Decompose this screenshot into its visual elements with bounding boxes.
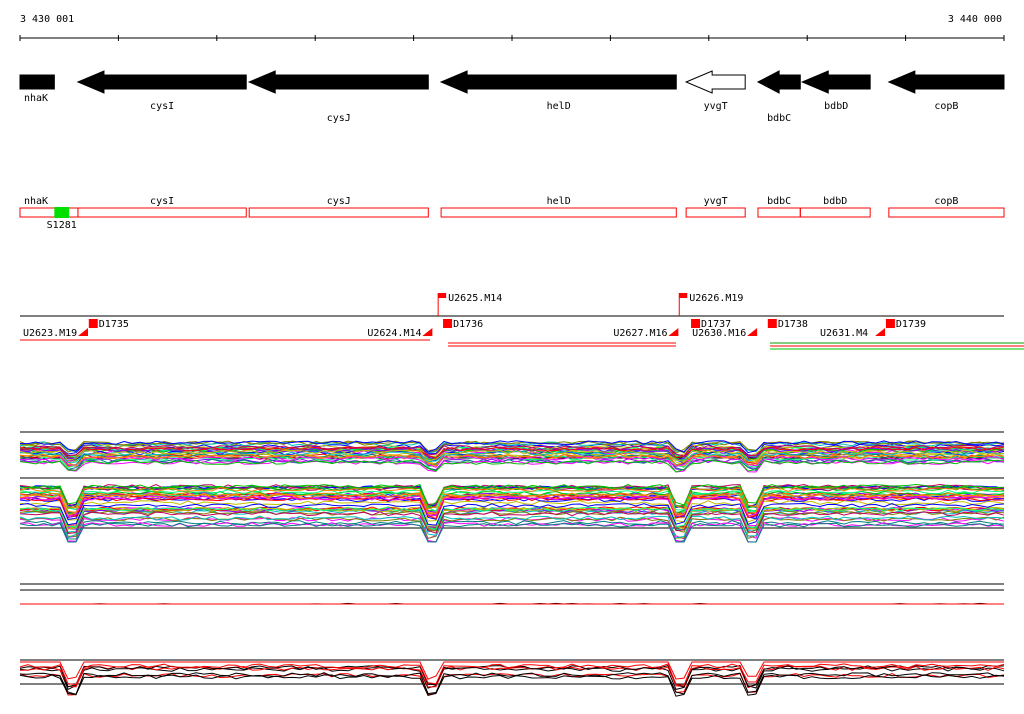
annotation-box-bdbD[interactable] [799,207,871,218]
annotation-label-nhaK: nhaK [24,196,48,207]
transcript-label: U2626.M19 [689,293,743,304]
transcript-label: D1738 [778,319,808,330]
transcript-marker[interactable] [78,328,88,336]
profile-series [19,449,1005,463]
annotation-box-copB[interactable] [888,207,1005,218]
gene-arrow-yvgT[interactable] [684,70,746,94]
profile-series [19,674,1005,697]
transcript-marker[interactable] [88,319,98,328]
annotation-box-yvgT[interactable] [685,207,746,218]
gene-annotation-track[interactable]: nhaK cysI cysJ helD yvgT bdbC bdbD copB S1281 [19,196,1005,231]
gene-arrow-cysI[interactable] [76,70,247,94]
gene-label-nhaK: nhaK [24,93,48,104]
transcript-label: U2624.M14 [367,328,421,339]
profile-series [19,506,1005,530]
gene-label-yvgT: yvgT [704,101,728,112]
gene-arrow-bdbD[interactable] [800,70,871,94]
profile-series [19,495,1005,519]
profile-series [19,453,1005,467]
profile-series [19,502,1005,526]
profile-series [19,441,1005,454]
feature-s1281[interactable] [54,207,70,218]
transcript-label: D1735 [99,319,129,330]
transcript-label: U2625.M14 [448,293,502,304]
profile-series [19,452,1005,466]
profile-series [19,516,1005,540]
annotation-box-bdbC[interactable] [757,207,801,218]
gene-label-cysJ: cysJ [327,113,351,124]
profile-series [19,672,1005,695]
profile-series [19,458,1004,471]
transcript-marker[interactable] [438,293,447,298]
transcript-label: U2631.M4 [820,328,868,339]
ruler-start-label: 3 430 001 [20,14,74,25]
annotation-box-nhaK[interactable] [19,207,79,218]
gene-arrow-cysJ[interactable] [247,70,429,94]
annotation-box-cysI[interactable] [77,207,247,218]
annotation-box-cysJ[interactable] [248,207,429,218]
profile-series [19,510,1005,534]
expression-profiles [19,431,1005,697]
profile-series [19,487,1005,510]
transcript-label: U2630.M16 [692,328,746,339]
annotation-label-cysI: cysI [150,196,174,207]
profile-series [19,500,1005,523]
profile-series [19,455,1005,468]
profile-series [19,515,1005,539]
profile-series [19,492,1005,516]
transcript-track[interactable]: U2623.M19 D1735 U2624.M14 U2625.M14 D1736 U26… [20,293,1024,350]
profile-series [19,459,1005,473]
profile-series [19,663,1005,686]
profile-series [19,483,1005,508]
annotation-label-bdbC: bdbC [767,196,791,207]
transcript-marker[interactable] [747,328,758,336]
profile-series [19,493,1005,516]
profile-series [19,483,1005,507]
profile-series [19,522,1005,543]
gene-arrow-bdbC[interactable] [756,70,801,94]
gene-arrow-nhaK[interactable] [19,74,55,90]
ruler-end-label: 3 440 000 [948,14,1002,25]
profile-series [19,489,1005,512]
profile-series [20,661,1004,680]
gene-arrow-helD[interactable] [439,70,677,94]
profile-series [19,495,1005,517]
gene-label-helD: helD [547,101,571,112]
feature-label-s1281: S1281 [47,220,77,231]
profile-series [19,520,1005,543]
transcript-label: U2627.M16 [613,328,667,339]
transcript-label: D1737 [701,319,731,330]
transcript-marker[interactable] [422,328,433,336]
annotation-box-helD[interactable] [440,207,677,218]
profile-series [19,511,1005,535]
transcript-label: U2623.M19 [23,328,77,339]
coordinate-ruler: 3 430 001 3 440 000 [19,14,1005,41]
profile-series [19,440,1005,454]
transcript-marker[interactable] [885,319,895,328]
transcript-marker[interactable] [443,319,453,328]
transcript-marker[interactable] [875,328,886,336]
transcript-marker[interactable] [668,328,679,336]
ruler-ticks [19,35,1005,41]
profile-series [19,459,1005,473]
profile-series [19,445,1005,457]
gene-label-cysI: cysI [150,101,174,112]
transcript-label: D1736 [453,319,483,330]
gene-arrows-track[interactable]: nhaK cysI cysJ helD yvgT bdbC bdbD copB [19,70,1005,124]
transcript-marker[interactable] [691,319,701,328]
annotation-label-yvgT: yvgT [704,196,728,207]
annotation-label-cysJ: cysJ [327,196,351,207]
gene-label-bdbC: bdbC [767,113,791,124]
annotation-label-copB: copB [934,196,958,207]
gene-arrow-copB[interactable] [887,70,1005,94]
annotation-label-bdbD: bdbD [823,196,847,207]
gene-label-copB: copB [934,101,958,112]
transcript-marker[interactable] [679,293,688,298]
transcript-label: D1739 [896,319,926,330]
annotation-label-helD: helD [547,196,571,207]
gene-label-bdbD: bdbD [824,101,848,112]
transcript-marker[interactable] [767,319,777,328]
profile-series [19,485,1005,509]
